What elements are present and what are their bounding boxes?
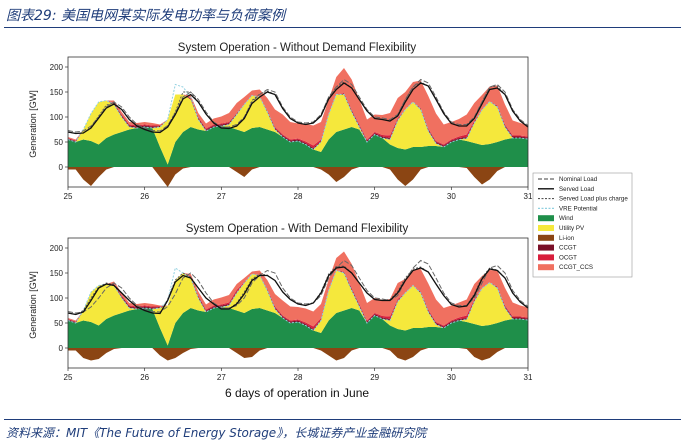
legend-swatch	[538, 234, 554, 241]
x-tick-label: 26	[140, 373, 149, 382]
legend-swatch	[538, 244, 554, 251]
legend-label: VRE Potential	[559, 205, 598, 212]
plot-frame-2	[67, 237, 529, 369]
legend-label: Nominal Load	[559, 176, 598, 183]
served-load-line	[67, 82, 529, 135]
chart-title-1: System Operation - Without Demand Flexib…	[178, 42, 417, 54]
y-tick-label: 100	[50, 113, 64, 122]
chart-title-2: System Operation - With Demand Flexibili…	[186, 223, 409, 235]
wind-area	[68, 307, 528, 348]
y-tick-label: 200	[50, 244, 64, 253]
x-tick-label: 27	[217, 192, 226, 201]
legend-label: CCGT_CCS	[559, 264, 593, 271]
legend-label: Utility PV	[559, 225, 585, 232]
nominal-load-line	[67, 78, 529, 133]
y-tick-label: 50	[54, 138, 63, 147]
utility-pv-area	[68, 270, 528, 346]
legend-label: OCGT	[559, 254, 577, 261]
nominal-load-line	[67, 259, 529, 314]
x-tick-label: 27	[217, 373, 226, 382]
x-tick-label: 28	[294, 373, 303, 382]
plot-frame-1	[67, 56, 529, 188]
panel-with-flexibility: System Operation - With Demand Flexibili…	[28, 223, 533, 400]
li-ion-charge-area	[68, 348, 528, 361]
li-ion-charge-area	[68, 167, 528, 187]
legend-label: Served Load plus charge	[559, 196, 628, 203]
legend-swatch	[538, 254, 554, 261]
caption-divider	[4, 27, 681, 28]
panel-without-flexibility: System Operation - Without Demand Flexib…	[28, 42, 533, 201]
x-tick-label: 30	[447, 373, 456, 382]
legend: Nominal Load Served Load Served Load plus …	[532, 172, 633, 278]
y-tick-label: 0	[59, 344, 64, 353]
legend-swatch	[538, 215, 554, 222]
wind-area	[68, 126, 528, 167]
y-tick-label: 200	[50, 63, 64, 72]
legend-label: Served Load	[559, 186, 595, 193]
x-tick-label: 26	[140, 192, 149, 201]
y-tick-label: 0	[59, 163, 64, 172]
y-tick-label: 150	[50, 269, 64, 278]
source-divider	[4, 419, 681, 420]
vre-potential-line	[67, 267, 529, 332]
legend-swatch	[538, 225, 554, 231]
y-axis-label-2: Generation [GW]	[28, 271, 38, 339]
utility-pv-area	[68, 94, 528, 165]
x-tick-label: 28	[294, 192, 303, 201]
x-tick-label: 25	[64, 373, 73, 382]
legend-label: Li-ion	[559, 235, 575, 242]
legend-swatch	[538, 264, 554, 271]
x-tick-label: 29	[370, 373, 379, 382]
y-tick-label: 100	[50, 294, 64, 303]
served-load-line	[67, 266, 529, 316]
x-tick-label: 31	[524, 373, 533, 382]
x-tick-label: 29	[370, 192, 379, 201]
vre-potential-line	[67, 83, 529, 151]
x-tick-label: 25	[64, 192, 73, 201]
source-note: 资料来源：MIT《The Future of Energy Storage》，长…	[6, 426, 427, 440]
ccgt-ccs-area	[68, 68, 528, 146]
x-axis-label: 6 days of operation in June	[225, 386, 369, 400]
figure-caption: 图表29: 美国电网某实际发电功率与负荷案例	[6, 8, 285, 24]
x-tick-label: 31	[524, 192, 533, 201]
y-axis-label-1: Generation [GW]	[28, 90, 38, 158]
legend-label: CCGT	[559, 245, 577, 252]
legend-label: Wind	[559, 215, 574, 222]
x-tick-label: 30	[447, 192, 456, 201]
y-tick-label: 50	[54, 319, 63, 328]
y-tick-label: 150	[50, 88, 64, 97]
